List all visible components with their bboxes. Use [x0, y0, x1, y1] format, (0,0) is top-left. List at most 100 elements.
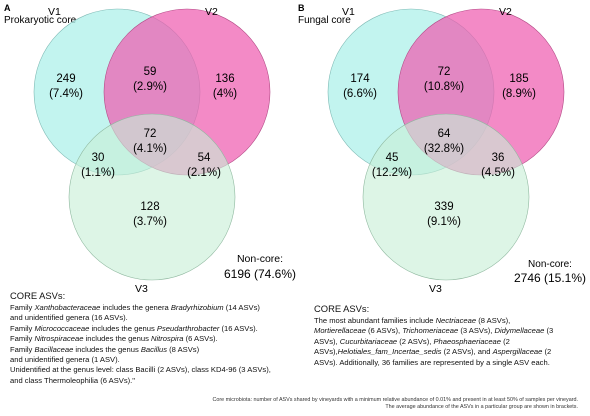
region-percent-v1-v2: (10.8%) [424, 81, 464, 93]
footnote-line: The average abundance of the ASVs in a p… [385, 404, 578, 410]
core-text: includes the genus [73, 344, 141, 354]
region-percent-v1-v2: (2.9%) [133, 81, 167, 93]
region-count-v1-v3: 30 [92, 152, 105, 164]
taxon-name: Didymellaceae [494, 326, 545, 336]
taxon-name: Nectriaceae [435, 316, 477, 325]
venn-circle-v3 [68, 113, 236, 281]
core-text: and class Thermoleophilia (6 ASVs)." [10, 375, 135, 385]
noncore-value-b: 2746 (15.1%) [514, 271, 586, 285]
core-text: and unidentified genera (16 ASVs). [10, 313, 128, 323]
core-line: Family Micrococcaceae includes the genus… [10, 324, 300, 334]
footnote-line: Core microbiota: number of ASVs shared b… [212, 397, 578, 403]
core-asvs-prokaryotic: CORE ASVs: Family Xanthobacteraceae incl… [10, 290, 300, 386]
region-count-v2-v3: 54 [198, 152, 211, 164]
taxon-name: Bradyrhizobium [170, 303, 224, 312]
core-text: includes the genus [89, 323, 157, 333]
core-line: Family Nitrospiraceae includes the genus… [10, 334, 300, 344]
taxon-name: Nitrospira [150, 334, 184, 344]
core-text: (2 ASVs), and [441, 347, 493, 357]
region-percent-v2-only: (4%) [213, 88, 237, 100]
core-text: (6 ASVs), [365, 326, 403, 336]
region-count-v3-only: 339 [434, 201, 453, 213]
core-text: and unidentified genera (1 ASV). [10, 355, 120, 365]
core-line: Mortierellaceae (6 ASVs), Trichomeriacea… [314, 326, 586, 336]
core-line: and unidentified genera (16 ASVs). [10, 313, 300, 323]
core-line: Family Xanthobacteraceae includes the ge… [10, 303, 300, 313]
region-percent-v1-v3: (1.1%) [81, 167, 115, 179]
taxon-name: Bacillus [140, 344, 168, 354]
set-label-v2: V2 [499, 6, 512, 18]
set-label-v2: V2 [205, 6, 218, 18]
taxon-name: Phaeosphaeriaceae [433, 336, 502, 346]
core-line: and unidentified genera (1 ASV). [10, 355, 300, 365]
region-percent-v2-v3: (4.5%) [481, 167, 515, 179]
region-percent-v3-only: (9.1%) [427, 216, 461, 228]
panel-title: Fungal core [298, 15, 351, 26]
region-percent-v1-only: (6.6%) [343, 88, 377, 100]
region-count-v3-only: 128 [140, 201, 159, 213]
core-text: Family [10, 334, 35, 344]
region-count-v1-only: 249 [56, 73, 75, 85]
core-text: (3 [544, 326, 554, 336]
core-text: (2 [542, 347, 552, 357]
footnote: Core microbiota: number of ASVs shared b… [212, 397, 578, 411]
core-text: (2 [501, 336, 510, 346]
set-label-v3: V3 [429, 283, 442, 295]
taxon-name: Trichomeriaceae [402, 326, 459, 336]
taxon-name: Aspergillaceae [492, 347, 543, 357]
panel-letter: B [298, 3, 305, 13]
core-line: ASVs). Additionally, 36 families are rep… [314, 358, 586, 368]
taxon-name: Bacillaceae [34, 344, 74, 354]
core-text: The most abundant families include [314, 316, 436, 325]
core-text: (14 ASVs) [223, 303, 260, 312]
region-count-v1-v2: 72 [438, 66, 451, 78]
region-percent-v3-only: (3.7%) [133, 216, 167, 228]
region-count-v1-v2: 59 [144, 66, 157, 78]
set-label-v3: V3 [135, 283, 148, 295]
region-count-all: 64 [438, 128, 451, 140]
region-percent-all: (4.1%) [133, 143, 167, 155]
core-text: (6 ASVs). [183, 334, 218, 344]
core-heading-a: CORE ASVs: [10, 290, 66, 301]
core-line: ASVs),Helotiales_fam_Incertae_sedis (2 A… [314, 347, 586, 357]
venn-circle-v3 [362, 113, 530, 281]
region-count-v1-only: 174 [350, 73, 370, 85]
taxon-name: Pseudarthrobacter [156, 323, 220, 333]
panel-letter: A [4, 3, 11, 13]
set-label-v1: V1 [342, 6, 355, 18]
core-text: (8 ASVs) [167, 344, 200, 354]
core-text: Family [10, 303, 35, 312]
core-text: (16 ASVs). [219, 323, 258, 333]
taxon-name: Xanthobacteraceae [34, 303, 101, 312]
region-count-all: 72 [144, 128, 157, 140]
taxon-name: Micrococcaceae [34, 323, 90, 333]
core-text: includes the genus [83, 334, 151, 344]
noncore-label-a: Non-core: [237, 253, 283, 265]
region-count-v2-only: 185 [509, 73, 528, 85]
core-asvs-fungal: CORE ASVs: The most abundant families in… [314, 303, 586, 368]
core-text: (8 ASVs), [476, 316, 511, 325]
core-heading-b: CORE ASVs: [314, 303, 370, 314]
region-count-v2-v3: 36 [492, 152, 505, 164]
core-text: Family [10, 323, 35, 333]
region-percent-v2-v3: (2.1%) [187, 167, 221, 179]
region-percent-v1-only: (7.4%) [49, 88, 83, 100]
core-line: Unidentified at the genus level: class B… [10, 365, 300, 375]
panel-title: Prokaryotic core [4, 15, 77, 26]
core-text: ASVs), [314, 347, 338, 357]
noncore-value-a: 6196 (74.6%) [224, 267, 296, 281]
core-line: and class Thermoleophilia (6 ASVs)." [10, 376, 300, 386]
taxon-name: Helotiales_fam_Incertae_sedis [337, 347, 442, 357]
taxon-name: Mortierellaceae [314, 326, 366, 336]
core-line: ASVs), Cucurbitariaceae (2 ASVs), Phaeos… [314, 337, 586, 347]
core-text: (3 ASVs), [458, 326, 495, 336]
region-percent-all: (32.8%) [424, 143, 464, 155]
core-text: includes the genera [100, 303, 171, 312]
set-label-v1: V1 [48, 6, 61, 18]
taxon-name: Nitrospiraceae [34, 334, 84, 344]
region-count-v1-v3: 45 [386, 152, 399, 164]
region-percent-v2-only: (8.9%) [502, 88, 536, 100]
core-text: ASVs). Additionally, 36 families are rep… [314, 357, 550, 367]
